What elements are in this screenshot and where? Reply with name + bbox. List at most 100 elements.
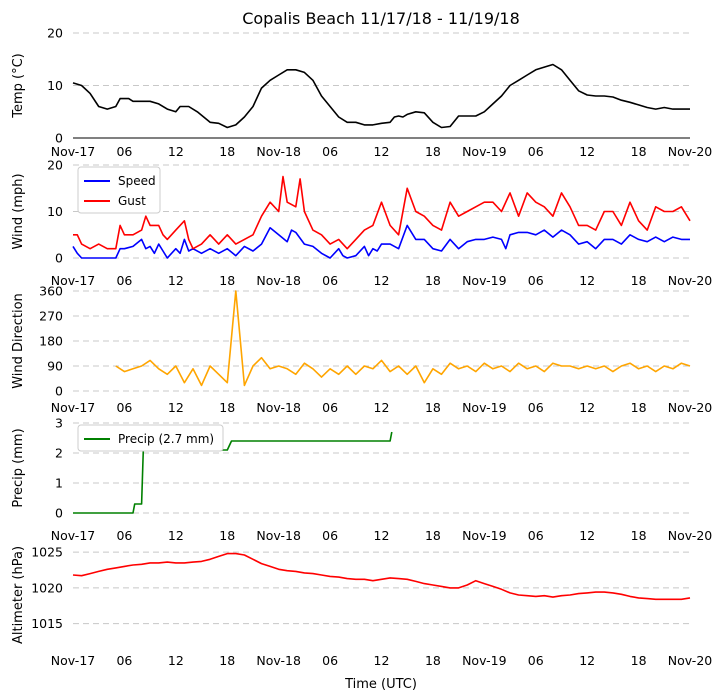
- x-tick-label: Nov-19: [462, 653, 507, 668]
- x-tick-label: 12: [374, 144, 390, 159]
- x-tick-label: 06: [322, 144, 338, 159]
- x-tick-label: Nov-20: [668, 273, 713, 288]
- y-tick-label: 1: [55, 476, 63, 491]
- x-tick-label: 12: [579, 400, 595, 415]
- x-tick-label: 18: [219, 400, 235, 415]
- x-tick-label: Nov-17: [51, 400, 95, 415]
- figure-title: Copalis Beach 11/17/18 - 11/19/18: [242, 9, 520, 28]
- x-tick-label: 18: [425, 144, 441, 159]
- y-axis-label: Precip (mm): [11, 428, 26, 507]
- series-altimeter: [72, 552, 691, 601]
- x-tick-label: 06: [322, 653, 338, 668]
- x-tick-label: 18: [631, 144, 647, 159]
- x-tick-label: 18: [425, 273, 441, 288]
- x-tick-label: 18: [219, 653, 235, 668]
- x-tick-label: 12: [374, 653, 390, 668]
- x-tick-label: 06: [116, 653, 132, 668]
- y-tick-label: 180: [39, 334, 63, 349]
- x-tick-label: 06: [322, 273, 338, 288]
- x-tick-label: Nov-17: [51, 273, 95, 288]
- y-tick-label: 10: [47, 78, 63, 93]
- y-tick-label: 1020: [31, 580, 63, 595]
- x-tick-label: Nov-18: [256, 273, 301, 288]
- panel-wind_direction: 0 90 180 270 360 Nov-17 06 12 18 Nov-18 06 12 18 Nov-…: [11, 284, 712, 416]
- series-direction: [115, 290, 691, 387]
- x-tick-label: 06: [322, 400, 338, 415]
- x-tick-label: 18: [631, 653, 647, 668]
- x-tick-label: 06: [116, 273, 132, 288]
- x-tick-label: 18: [219, 273, 235, 288]
- y-tick-label: 360: [39, 284, 63, 299]
- y-tick-label: 0: [55, 384, 63, 399]
- legend-label: Precip (2.7 mm): [118, 432, 214, 446]
- x-tick-label: 18: [631, 528, 647, 543]
- y-tick-label: 3: [55, 416, 63, 431]
- panel-altimeter: 1015 1020 1025 Nov-17 06 12 18 Nov-18 06 12 18 Nov-…: [11, 545, 712, 668]
- x-axis-label: Time (UTC): [344, 677, 417, 692]
- series-temp: [72, 63, 690, 129]
- y-tick-label: 1015: [31, 616, 63, 631]
- x-tick-label: 06: [528, 400, 544, 415]
- x-tick-label: Nov-18: [256, 653, 301, 668]
- x-tick-label: 18: [425, 400, 441, 415]
- legend-label: Speed: [118, 174, 156, 188]
- x-tick-label: Nov-20: [668, 528, 713, 543]
- x-tick-label: Nov-17: [51, 653, 95, 668]
- y-axis-label: Altimeter (hPa): [11, 546, 26, 644]
- x-tick-label: 06: [528, 653, 544, 668]
- x-tick-label: 06: [116, 400, 132, 415]
- y-tick-label: 0: [55, 131, 63, 146]
- x-tick-label: 18: [631, 273, 647, 288]
- x-tick-label: Nov-18: [256, 400, 301, 415]
- y-tick-label: 90: [47, 359, 63, 374]
- y-tick-label: 20: [47, 26, 63, 41]
- x-tick-label: 12: [579, 653, 595, 668]
- y-axis-label: Wind Direction: [11, 293, 26, 389]
- x-tick-label: Nov-17: [51, 528, 95, 543]
- series-speed: [72, 224, 690, 259]
- y-tick-label: 10: [47, 204, 63, 219]
- legend-box: [77, 424, 224, 452]
- x-tick-label: 18: [425, 653, 441, 668]
- x-tick-label: 06: [528, 144, 544, 159]
- y-tick-label: 0: [55, 506, 63, 521]
- x-tick-label: 06: [116, 528, 132, 543]
- x-tick-label: 06: [528, 528, 544, 543]
- x-tick-label: Nov-18: [256, 144, 301, 159]
- x-tick-label: 06: [116, 144, 132, 159]
- x-tick-label: 12: [579, 144, 595, 159]
- x-tick-label: Nov-18: [256, 528, 301, 543]
- x-tick-label: Nov-17: [51, 144, 95, 159]
- x-tick-label: 12: [168, 273, 184, 288]
- x-tick-label: 12: [579, 273, 595, 288]
- x-tick-label: 12: [579, 528, 595, 543]
- x-tick-label: 18: [631, 400, 647, 415]
- x-tick-label: Nov-19: [462, 144, 507, 159]
- x-tick-label: 06: [322, 528, 338, 543]
- x-tick-label: 18: [219, 528, 235, 543]
- x-tick-label: 12: [168, 528, 184, 543]
- x-tick-label: Nov-19: [462, 273, 507, 288]
- y-tick-label: 1025: [31, 545, 63, 560]
- x-tick-label: Nov-19: [462, 400, 507, 415]
- x-tick-label: Nov-20: [668, 144, 713, 159]
- x-tick-label: Nov-20: [668, 400, 713, 415]
- x-tick-label: 06: [528, 273, 544, 288]
- x-tick-label: 12: [374, 528, 390, 543]
- y-tick-label: 2: [55, 446, 63, 461]
- panel-temperature: 0 10 20 Nov-17 06 12 18 Nov-18 06 12 18 Nov-19 06 12 1…: [11, 26, 712, 160]
- series-gust: [73, 175, 691, 250]
- x-tick-label: 12: [168, 144, 184, 159]
- x-tick-label: Nov-19: [462, 528, 507, 543]
- x-tick-label: 12: [374, 400, 390, 415]
- panel-wind: 0 10 20 Nov-17 06 12 18 Nov-18 06 12 18 Nov-19 06 12 1…: [11, 158, 712, 289]
- x-tick-label: 18: [425, 528, 441, 543]
- y-axis-label: Wind (mph): [11, 173, 26, 249]
- x-tick-label: 12: [374, 273, 390, 288]
- y-tick-label: 270: [39, 309, 63, 324]
- x-tick-label: 12: [168, 653, 184, 668]
- legend-label: Gust: [118, 194, 146, 208]
- x-tick-label: Nov-20: [668, 653, 713, 668]
